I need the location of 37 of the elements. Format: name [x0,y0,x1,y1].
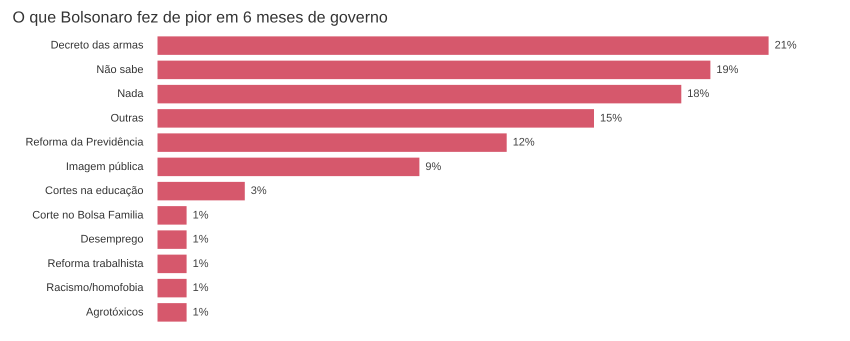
y-tick-label: Cortes na educação [45,185,144,198]
bar [158,278,187,298]
data-label: 3% [250,185,267,198]
bar [158,230,187,249]
y-tick-label: Outras [110,112,144,124]
y-tick-label: Racismo/homofobia [46,282,144,294]
y-tick-label: Agrotóxicos [86,306,144,318]
y-tick-label: Reforma trabalhista [48,258,144,270]
data-label: 1% [192,258,209,270]
bar [158,303,187,322]
data-label: 18% [687,88,710,100]
data-label: 15% [600,112,622,124]
data-label: 21% [774,40,797,52]
bar [158,206,187,225]
chart-title: O que Bolsonaro fez de pior em 6 meses de governo [12,10,388,26]
bar [158,109,594,128]
data-label: 1% [192,209,209,222]
y-tick-label: Imagem pública [66,160,144,173]
data-label: 19% [716,64,739,76]
y-tick-label: Nada [117,88,144,100]
bar [158,36,769,55]
bar [158,254,187,274]
y-tick-label: Reforma da Previdência [25,136,144,149]
data-label: 1% [192,234,209,246]
data-label: 9% [425,160,442,173]
bar [158,133,507,152]
data-label: 1% [192,282,209,294]
y-tick-label: Desemprego [80,234,144,246]
bar [158,158,420,176]
y-tick-label: Decreto das armas [50,40,144,52]
bar [158,60,710,80]
data-label: 12% [512,136,535,149]
data-label: 1% [192,306,209,318]
y-tick-label: Não sabe [96,64,144,76]
y-tick-label: Corte no Bolsa Familia [32,209,144,222]
bar [158,182,245,200]
bar [158,84,682,104]
